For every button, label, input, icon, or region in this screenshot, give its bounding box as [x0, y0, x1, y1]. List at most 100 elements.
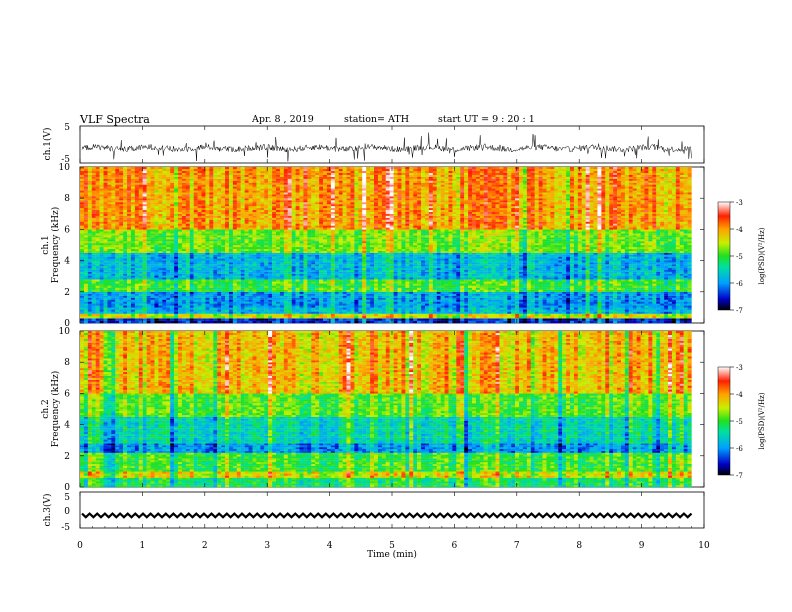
spectrogram-cell	[436, 318, 441, 321]
spectrogram-cell	[652, 273, 657, 276]
spectrogram-cell	[581, 297, 586, 300]
spectrogram-cell	[350, 291, 355, 294]
spectrogram-cell	[381, 279, 386, 282]
spectrogram-cell	[272, 318, 277, 321]
spectrogram-cell	[519, 266, 524, 269]
spectrogram-cell	[181, 269, 186, 272]
spectrogram-cell	[119, 297, 124, 300]
spectrogram-cell	[146, 313, 151, 317]
spectrogram-cell	[272, 267, 277, 270]
spectrogram-cell	[244, 273, 249, 276]
spectrogram-cell	[444, 320, 449, 324]
spectrogram-cell	[91, 262, 96, 265]
spectrogram-cell	[276, 267, 281, 270]
spectrogram-cell	[409, 266, 414, 269]
spectrogram-cell	[542, 277, 547, 280]
spectrogram-cell	[577, 287, 582, 290]
spectrogram-cell	[338, 267, 343, 270]
spectrogram-cell	[127, 262, 132, 265]
spectrogram-cell	[526, 277, 531, 280]
spectrogram-cell	[185, 318, 190, 321]
spectrogram-cell	[573, 318, 578, 321]
spectrogram-cell	[374, 293, 379, 296]
spectrogram-cell	[585, 311, 590, 314]
spectrogram-cell	[248, 258, 253, 261]
spectrogram-cell	[656, 260, 661, 263]
spectrogram-cell	[279, 271, 284, 274]
spectrogram-cell	[428, 283, 433, 286]
spectrogram-cell	[424, 285, 430, 288]
spectrogram-cell	[279, 318, 284, 321]
spectrogram-cell	[283, 262, 288, 265]
spectrogram-cell	[424, 315, 430, 319]
spectrogram-cell	[279, 291, 284, 294]
spectrogram-cell	[232, 303, 237, 306]
spectrogram-cell	[687, 291, 692, 294]
spectrogram-cell	[428, 287, 433, 290]
spectrogram-cell	[268, 289, 273, 292]
spectrogram-cell	[276, 281, 281, 284]
spectrogram-cell	[671, 266, 676, 269]
spectrogram-cell	[624, 273, 629, 276]
spectrogram-cell	[448, 283, 453, 286]
spectrogram-cell	[389, 315, 394, 319]
spectrogram-cell	[115, 275, 120, 278]
spectrogram-cell	[601, 287, 606, 290]
spectrogram-cell	[385, 293, 390, 296]
spectrogram-cell	[80, 279, 85, 282]
spectrogram-cell	[405, 266, 410, 269]
spectrogram-cell	[146, 285, 151, 288]
spectrogram-cell	[605, 291, 610, 294]
spectrogram-cell	[225, 279, 230, 282]
spectrogram-cell	[499, 260, 504, 263]
spectrogram-cell	[303, 285, 308, 288]
spectrogram-cell	[417, 318, 422, 321]
spectrogram-cell	[409, 277, 414, 280]
spectrogram-cell	[585, 273, 590, 276]
spectrogram-cell	[366, 311, 371, 314]
spectrogram-cell	[397, 303, 402, 306]
spectrogram-cell	[589, 269, 594, 272]
spectrogram-cell	[491, 269, 496, 272]
spectrogram-cell	[323, 260, 328, 263]
spectrogram-cell	[213, 287, 218, 290]
spectrogram-cell	[487, 295, 492, 298]
spectrogram-cell	[534, 320, 539, 324]
spectrogram-cell	[103, 318, 108, 321]
spectrogram-cell	[413, 311, 418, 314]
spectrogram-cell	[111, 277, 116, 280]
spectrogram-cell	[374, 307, 379, 310]
spectrogram-cell	[581, 262, 586, 265]
spectrogram-cell	[115, 297, 120, 300]
spectrogram-cell	[401, 291, 406, 294]
spectrogram-cell	[432, 311, 437, 314]
spectrogram-cell	[507, 318, 512, 321]
spectrogram-cell	[80, 262, 85, 265]
spectrogram-cell	[656, 301, 661, 304]
spectrogram-cell	[91, 279, 96, 282]
spectrogram-cell	[197, 275, 202, 278]
spectrogram-cell	[640, 269, 645, 272]
spectrogram-cell	[362, 283, 367, 286]
spectrogram-cell	[248, 285, 253, 288]
spectrogram-cell	[671, 277, 676, 280]
spectrogram-cell	[193, 320, 198, 324]
spectrogram-cell	[221, 313, 226, 317]
spectrogram-cell	[542, 301, 547, 304]
spectrogram-cell	[185, 285, 190, 288]
spectrogram-cell	[256, 297, 261, 300]
spectrogram-cell	[660, 303, 665, 306]
spectrogram-cell	[244, 307, 249, 310]
spectrogram-cell	[542, 305, 547, 308]
spectrogram-cell	[244, 258, 249, 261]
spectrogram-cell	[170, 320, 175, 324]
spectrogram-cell	[323, 279, 328, 282]
spectrogram-cell	[283, 277, 288, 280]
spectrogram-cell	[366, 275, 371, 278]
spectrogram-cell	[542, 271, 547, 274]
spectrogram-cell	[499, 277, 504, 280]
spectrogram-cell	[601, 297, 606, 300]
spectrogram-cell	[428, 258, 433, 261]
spectrogram-cell	[644, 264, 649, 267]
spectrogram-cell	[675, 320, 680, 324]
